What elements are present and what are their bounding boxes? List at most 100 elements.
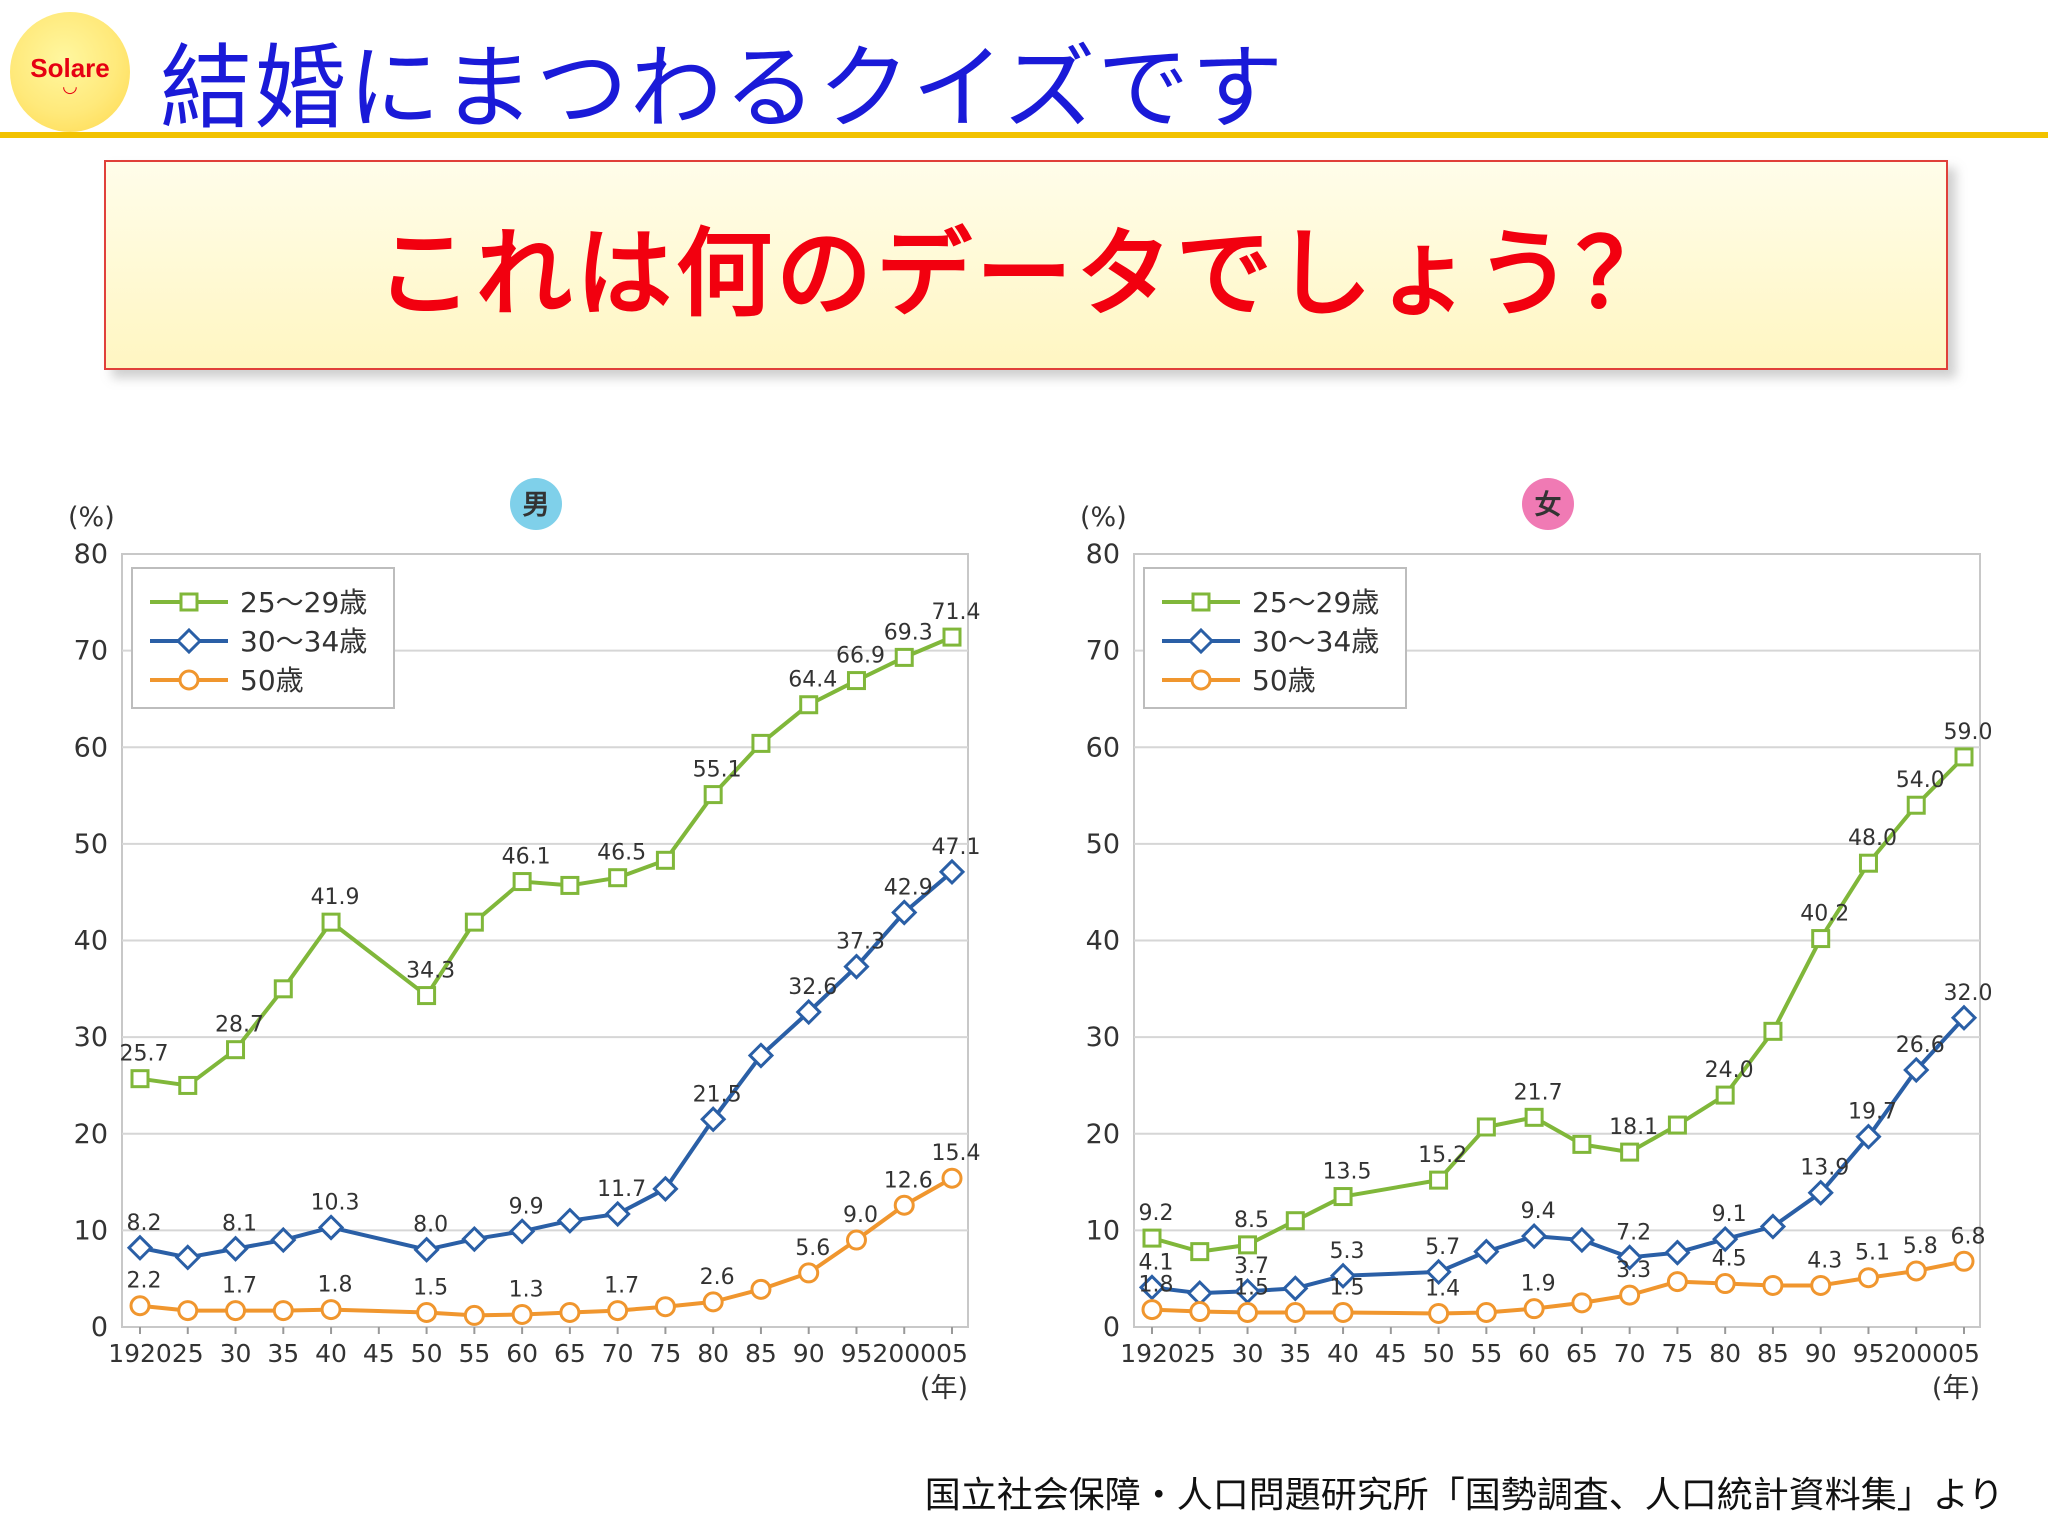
female-y-tick-label: 60 [1086, 732, 1120, 763]
male-x-tick-label: 05 [936, 1339, 968, 1368]
female-y-tick-label: 30 [1086, 1022, 1120, 1053]
female-legend-label: 50歳 [1252, 664, 1316, 697]
female-data-label: 21.7 [1514, 1080, 1563, 1105]
male-legend-marker [175, 627, 203, 655]
logo-text: Solare [30, 52, 110, 83]
male-data-label: 71.4 [932, 600, 981, 625]
male-data-label: 28.7 [215, 1013, 264, 1038]
male-x-tick-label: 70 [602, 1339, 634, 1368]
female-y-axis-label: (%) [1080, 502, 1127, 533]
male-data-point [272, 1300, 294, 1322]
male-data-label: 21.5 [693, 1082, 742, 1107]
female-title-badge [1522, 478, 1574, 530]
male-data-label: 11.7 [597, 1177, 646, 1202]
female-data-point [1950, 1004, 1978, 1031]
female-x-tick-label: 35 [1279, 1339, 1311, 1368]
female-chart-title: 女 [1535, 489, 1562, 521]
female-chart: 0 10 20 30 40 50 60 70 80 1920 25 30 35 40 45 50 55 60 65 7… [1080, 478, 1992, 1404]
female-x-tick-label: 50 [1423, 1339, 1455, 1368]
male-title-badge [510, 478, 562, 530]
female-data-label: 4.3 [1807, 1248, 1842, 1273]
male-data-point [652, 1175, 679, 1202]
male-data-point [461, 1225, 488, 1253]
male-y-tick-label: 60 [74, 732, 108, 763]
female-data-point [1619, 1284, 1641, 1306]
female-data-point [1142, 1228, 1162, 1248]
female-data-label: 8.5 [1234, 1208, 1269, 1233]
male-y-tick-label: 20 [74, 1119, 108, 1150]
female-legend-box [1143, 567, 1407, 709]
male-data-label: 37.3 [836, 930, 885, 955]
male-data-point [222, 1235, 249, 1262]
question-box: これは何のデータでしょう？ [104, 160, 1948, 370]
female-data-point [1282, 1275, 1309, 1302]
male-data-point [130, 1069, 150, 1089]
female-data-point [1238, 1235, 1258, 1255]
female-data-label: 3.3 [1616, 1258, 1651, 1283]
female-data-label: 1.5 [1330, 1276, 1365, 1301]
female-data-label: 4.5 [1712, 1247, 1747, 1272]
male-data-point [942, 627, 962, 647]
male-chart-title: 男 [523, 490, 550, 521]
female-data-point [1190, 1242, 1210, 1262]
male-data-point [226, 1040, 246, 1060]
female-legend-marker [1190, 669, 1212, 691]
female-data-point [1810, 1274, 1832, 1296]
female-x-tick-label: 85 [1757, 1339, 1789, 1368]
female-data-point [1807, 1179, 1834, 1206]
female-x-tick-label: 1920 [1120, 1339, 1184, 1368]
male-data-point [750, 1278, 772, 1300]
male-data-point [894, 647, 914, 667]
female-data-label: 1.8 [1139, 1273, 1174, 1298]
male-legend-marker [179, 592, 199, 612]
male-data-point [416, 1302, 438, 1324]
male-data-point [891, 899, 918, 926]
female-data-point [1568, 1226, 1596, 1254]
female-y-tick-label: 70 [1086, 636, 1120, 667]
female-legend-label: 30〜34歳 [1252, 625, 1379, 658]
male-data-point [799, 695, 819, 715]
female-y-tick-label: 80 [1086, 539, 1120, 570]
female-data-point [1189, 1301, 1211, 1323]
female-data-label: 5.1 [1855, 1241, 1890, 1266]
male-legend-marker [178, 669, 200, 691]
male-data-point [608, 868, 628, 888]
male-data-point [463, 1304, 485, 1326]
male-x-tick-label: 60 [506, 1339, 538, 1368]
female-data-point [1616, 1244, 1643, 1271]
male-data-label: 9.9 [509, 1194, 544, 1219]
female-data-point [1524, 1107, 1544, 1127]
male-data-point [654, 1296, 676, 1318]
male-x-tick-label: 50 [411, 1339, 443, 1368]
male-data-label: 42.9 [884, 875, 933, 900]
male-data-point [560, 875, 580, 895]
male-data-point [941, 1167, 963, 1189]
title-divider [0, 132, 2048, 138]
female-data-point [1954, 747, 1974, 767]
female-data-label: 7.2 [1616, 1220, 1651, 1245]
male-data-label: 9.0 [843, 1203, 878, 1228]
male-data-label: 46.1 [502, 845, 551, 870]
male-data-point [321, 912, 341, 932]
male-data-point [174, 1244, 201, 1271]
female-data-label: 15.2 [1418, 1143, 1467, 1168]
solare-logo: Solare ◡ [10, 12, 130, 132]
male-legend-label: 30〜34歳 [240, 625, 367, 658]
female-data-label: 48.0 [1848, 826, 1897, 851]
female-data-point [1141, 1299, 1163, 1321]
male-data-point [798, 1262, 820, 1284]
male-data-point [843, 953, 870, 980]
female-legend-label: 25〜29歳 [1252, 586, 1379, 619]
female-x-tick-label: 05 [1948, 1339, 1980, 1368]
male-data-label: 1.5 [413, 1276, 448, 1301]
female-x-tick-label: 70 [1614, 1339, 1646, 1368]
female-data-point [1284, 1302, 1306, 1324]
male-data-point [417, 986, 437, 1006]
male-x-tick-label: 75 [650, 1339, 682, 1368]
female-data-point [1715, 1085, 1735, 1105]
female-data-point [1855, 1123, 1882, 1150]
question-text: これは何のデータでしょう？ [376, 217, 1676, 330]
male-x-tick-label: 2000 [872, 1339, 936, 1368]
female-legend-marker [1187, 627, 1215, 655]
male-y-tick-label: 40 [74, 926, 108, 957]
